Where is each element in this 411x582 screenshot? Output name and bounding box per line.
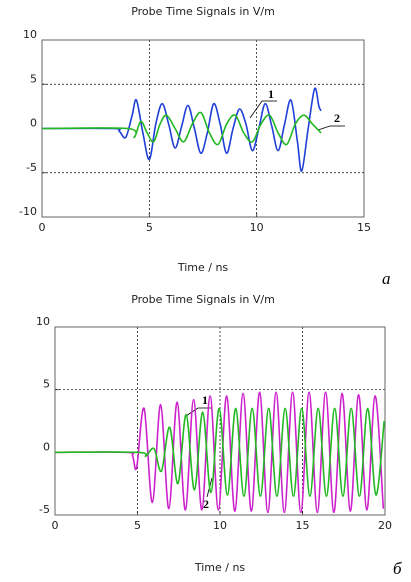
series-annotation: 1: [202, 393, 208, 407]
y-tick-label: 0: [30, 117, 37, 130]
chart-title: Probe Time Signals in V/m: [131, 293, 275, 306]
panel-label: a: [382, 269, 391, 288]
series-line: [55, 391, 385, 514]
x-axis-label: Time / ns: [177, 261, 229, 274]
x-axis-label: Time / ns: [194, 561, 246, 574]
y-tick-label: 0: [43, 440, 50, 453]
series-line: [42, 87, 322, 172]
plot-frame: [54, 326, 386, 516]
y-tick-label: 5: [43, 378, 50, 391]
y-tick-label: -5: [26, 161, 37, 174]
x-tick-label: 15: [357, 221, 371, 234]
x-tick-label: 10: [250, 221, 264, 234]
series-line: [42, 111, 322, 146]
x-tick-label: 0: [39, 221, 46, 234]
series-annotation: 2: [203, 497, 209, 511]
x-tick-label: 5: [134, 519, 141, 532]
y-tick-label: -5: [39, 503, 50, 516]
x-tick-label: 15: [296, 519, 310, 532]
series-annotation: 2: [334, 111, 340, 125]
series-line: [55, 407, 385, 498]
y-tick-label: -10: [19, 205, 37, 218]
y-tick-label: 5: [30, 72, 37, 85]
annotation-leader: [317, 125, 331, 131]
y-tick-label: 10: [36, 315, 50, 328]
x-tick-label: 5: [146, 221, 153, 234]
panel-label: б: [393, 559, 402, 578]
x-tick-label: 10: [213, 519, 227, 532]
series-annotation: 1: [268, 87, 274, 101]
chart-title: Probe Time Signals in V/m: [131, 5, 275, 18]
y-tick-label: 10: [23, 28, 37, 41]
x-tick-label: 0: [52, 519, 59, 532]
annotation-leader: [249, 100, 263, 119]
x-tick-label: 20: [378, 519, 392, 532]
